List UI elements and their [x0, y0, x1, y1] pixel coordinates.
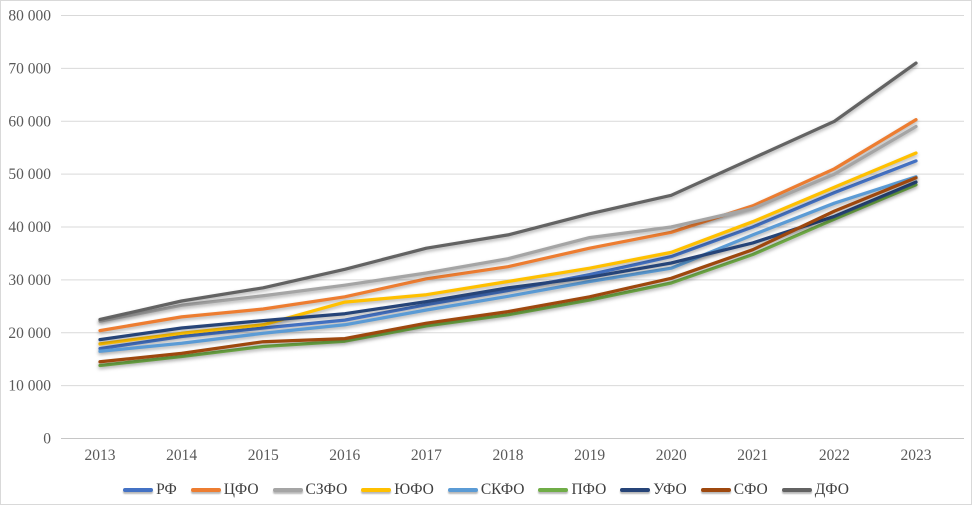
legend-label-skfo: СКФО: [480, 480, 525, 498]
legend-label-szfo: СЗФО: [305, 480, 348, 498]
legend-line-swatch-dfo: [781, 488, 812, 493]
y-tick-label: 70 000: [8, 60, 51, 77]
legend-item-skfo[interactable]: СКФО: [447, 480, 525, 500]
legend-label-yufo: ЮФО: [394, 480, 434, 498]
x-tick-label: 2014: [166, 447, 197, 464]
legend-label-rf: РФ: [156, 480, 177, 498]
legend-item-szfo[interactable]: СЗФО: [272, 480, 348, 500]
y-axis-labels: 0 10 000 20 000 30 000 40 000 50 000 60 000 70 …: [8, 8, 51, 448]
legend-label-pfo: ПФО: [571, 480, 607, 498]
series-line-cfo[interactable]: [98, 118, 918, 333]
x-tick-label: 2018: [493, 447, 524, 464]
x-axis-labels: 2013 2014 2015 2016 2017 2018 2019 2020 2021 2022…: [85, 447, 932, 464]
legend-item-ufo[interactable]: УФО: [620, 480, 687, 500]
legend-label-cfo: ЦФО: [223, 480, 259, 498]
legend-line-swatch-skfo: [447, 488, 478, 493]
legend-item-rf[interactable]: РФ: [123, 480, 177, 500]
series-line-dfo[interactable]: [98, 61, 918, 322]
x-tick-label: 2023: [901, 447, 932, 464]
x-tick-label: 2015: [248, 447, 279, 464]
series-line-skfo[interactable]: [98, 175, 918, 353]
y-tick-label: 30 000: [8, 272, 51, 289]
legend-item-yufo[interactable]: ЮФО: [361, 480, 434, 500]
y-tick-label: 0: [43, 431, 51, 448]
x-tick-label: 2019: [574, 447, 605, 464]
x-tick-label: 2013: [85, 447, 116, 464]
x-tick-label: 2021: [737, 447, 768, 464]
legend-line-swatch-pfo: [538, 488, 569, 493]
series-line-ufo[interactable]: [98, 180, 918, 342]
y-tick-label: 50 000: [8, 166, 51, 183]
y-tick-label: 40 000: [8, 219, 51, 236]
series-line-szfo[interactable]: [98, 124, 918, 323]
legend-line-swatch-ufo: [620, 488, 651, 493]
legend-item-pfo[interactable]: ПФО: [538, 480, 607, 500]
legend-item-sfo[interactable]: СФО: [700, 480, 768, 500]
legend-label-sfo: СФО: [733, 480, 768, 498]
series-line-pfo[interactable]: [98, 183, 918, 368]
legend-line-swatch-sfo: [700, 488, 731, 493]
legend-line-swatch-yufo: [361, 488, 392, 493]
legend-item-dfo[interactable]: ДФО: [781, 480, 849, 500]
x-tick-label: 2017: [411, 447, 442, 464]
legend-line-swatch-szfo: [272, 488, 303, 493]
y-tick-label: 60 000: [8, 113, 51, 130]
legend-label-dfo: ДФО: [814, 480, 849, 498]
series-line-yufo[interactable]: [98, 151, 918, 346]
series-line-sfo[interactable]: [98, 176, 918, 364]
series-lines-group: [98, 61, 918, 368]
series-line-rf[interactable]: [98, 159, 918, 351]
legend-line-swatch-rf: [123, 488, 154, 493]
chart-legend: РФ ЦФО СЗФО ЮФО СКФО ПФО УФО СФО ДФО: [1, 480, 971, 500]
x-tick-label: 2016: [329, 447, 360, 464]
legend-line-swatch-cfo: [190, 488, 221, 493]
y-tick-label: 20 000: [8, 325, 51, 342]
legend-label-ufo: УФО: [653, 480, 687, 498]
y-tick-label: 10 000: [8, 378, 51, 395]
gridlines-group: [61, 15, 964, 439]
legend-item-cfo[interactable]: ЦФО: [190, 480, 259, 500]
y-tick-label: 80 000: [8, 8, 51, 25]
x-tick-label: 2022: [819, 447, 850, 464]
x-tick-label: 2020: [656, 447, 687, 464]
